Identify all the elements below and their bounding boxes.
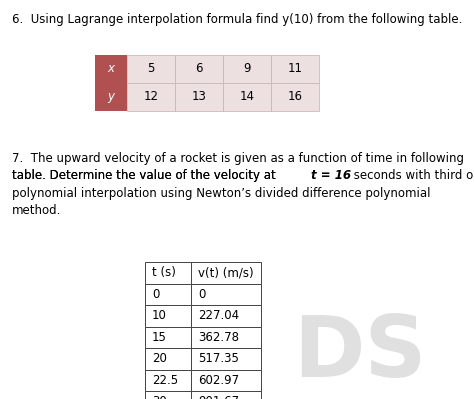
- Text: 20: 20: [152, 352, 167, 365]
- Bar: [145, 348, 191, 369]
- Bar: [145, 305, 191, 326]
- Text: 6: 6: [195, 63, 203, 75]
- Bar: [191, 369, 261, 391]
- Text: x: x: [108, 63, 115, 75]
- Text: 14: 14: [239, 91, 255, 103]
- Text: 9: 9: [243, 63, 251, 75]
- Text: 12: 12: [144, 91, 158, 103]
- Bar: [191, 284, 261, 305]
- Bar: [145, 391, 191, 399]
- Text: 16: 16: [288, 91, 302, 103]
- Bar: [191, 348, 261, 369]
- Text: 0: 0: [198, 288, 205, 301]
- Text: 22.5: 22.5: [152, 374, 178, 387]
- Bar: [223, 83, 271, 111]
- Text: 15: 15: [152, 331, 167, 344]
- Text: 5: 5: [147, 63, 155, 75]
- Bar: [145, 369, 191, 391]
- Text: t (s): t (s): [152, 266, 176, 279]
- Text: 901.67: 901.67: [198, 395, 239, 399]
- Bar: [175, 55, 223, 83]
- Bar: [271, 55, 319, 83]
- Text: 362.78: 362.78: [198, 331, 239, 344]
- Bar: [191, 391, 261, 399]
- Text: 602.97: 602.97: [198, 374, 239, 387]
- Bar: [127, 55, 175, 83]
- Text: 30: 30: [152, 395, 167, 399]
- Bar: [191, 305, 261, 326]
- Text: 227.04: 227.04: [198, 309, 239, 322]
- Bar: [191, 326, 261, 348]
- Text: v(t) (m/s): v(t) (m/s): [198, 266, 254, 279]
- Bar: [127, 83, 175, 111]
- Bar: [145, 262, 191, 284]
- Text: table. Determine the value of the velocity at: table. Determine the value of the veloci…: [12, 170, 280, 182]
- Text: 13: 13: [191, 91, 207, 103]
- Bar: [175, 83, 223, 111]
- Text: polynomial interpolation using Newton’s divided difference polynomial: polynomial interpolation using Newton’s …: [12, 187, 430, 200]
- Text: y: y: [108, 91, 115, 103]
- Text: 0: 0: [152, 288, 159, 301]
- Bar: [271, 83, 319, 111]
- Text: 517.35: 517.35: [198, 352, 239, 365]
- Text: DS: DS: [293, 312, 427, 395]
- Text: 7.  The upward velocity of a rocket is given as a function of time in following: 7. The upward velocity of a rocket is gi…: [12, 152, 464, 165]
- Text: seconds with third order: seconds with third order: [350, 170, 474, 182]
- Text: method.: method.: [12, 205, 61, 217]
- Bar: [95, 55, 127, 83]
- Bar: [95, 83, 127, 111]
- Text: table. Determine the value of the velocity at ⁠: table. Determine the value of the veloci…: [12, 170, 280, 182]
- Text: 6.  Using Lagrange interpolation formula find y(10) from the following table.: 6. Using Lagrange interpolation formula …: [12, 13, 462, 26]
- Bar: [191, 262, 261, 284]
- Bar: [145, 326, 191, 348]
- Bar: [223, 55, 271, 83]
- Text: 11: 11: [288, 63, 302, 75]
- Text: t = 16: t = 16: [310, 170, 351, 182]
- Bar: [145, 284, 191, 305]
- Text: 10: 10: [152, 309, 167, 322]
